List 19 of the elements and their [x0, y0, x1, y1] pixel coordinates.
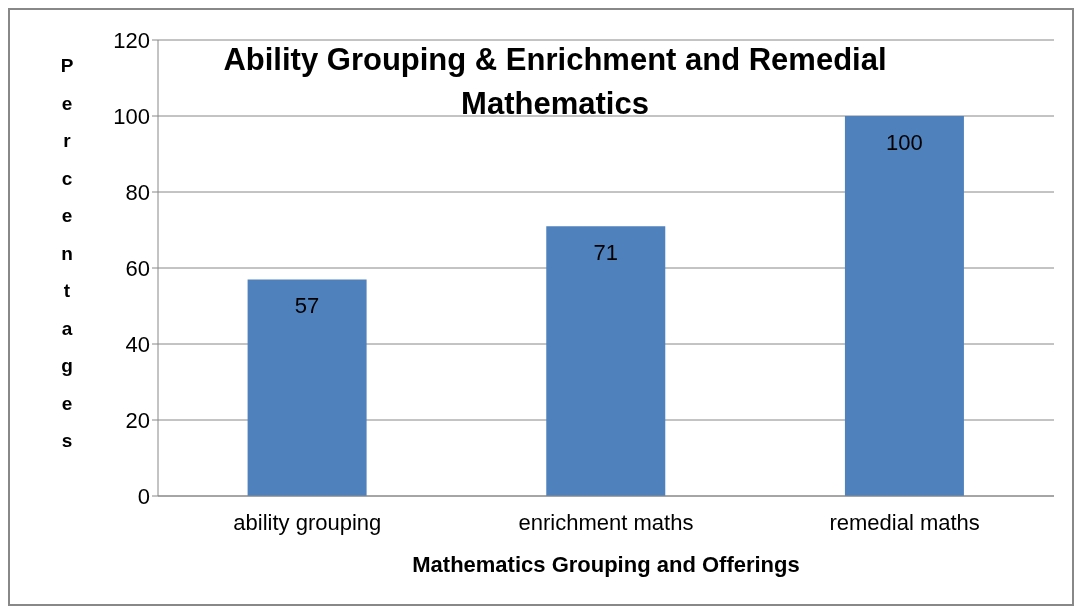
- bar: [546, 226, 666, 496]
- data-label: 57: [294, 293, 320, 319]
- bar: [844, 116, 964, 496]
- y-tick-label: 20: [125, 407, 150, 433]
- y-tick-label: 0: [137, 483, 150, 509]
- x-tick-label: enrichment maths: [518, 509, 694, 535]
- text: Percentages: [60, 55, 74, 451]
- y-tick-label: 60: [125, 255, 150, 281]
- y-tick-label: 100: [113, 103, 150, 129]
- data-label: 71: [593, 239, 619, 265]
- data-label: 100: [886, 129, 923, 155]
- x-axis-title: Mathematics Grouping and Offerings: [412, 552, 800, 577]
- x-tick-label: remedial maths: [829, 509, 980, 535]
- y-tick-label: 40: [125, 331, 150, 357]
- bar: [247, 279, 367, 496]
- y-tick-label: 80: [125, 179, 150, 205]
- y-tick-label: 120: [113, 27, 150, 53]
- x-tick-label: ability grouping: [233, 509, 382, 535]
- text: Ability Grouping & Enrichment and Remedial Mathematics: [222, 41, 888, 123]
